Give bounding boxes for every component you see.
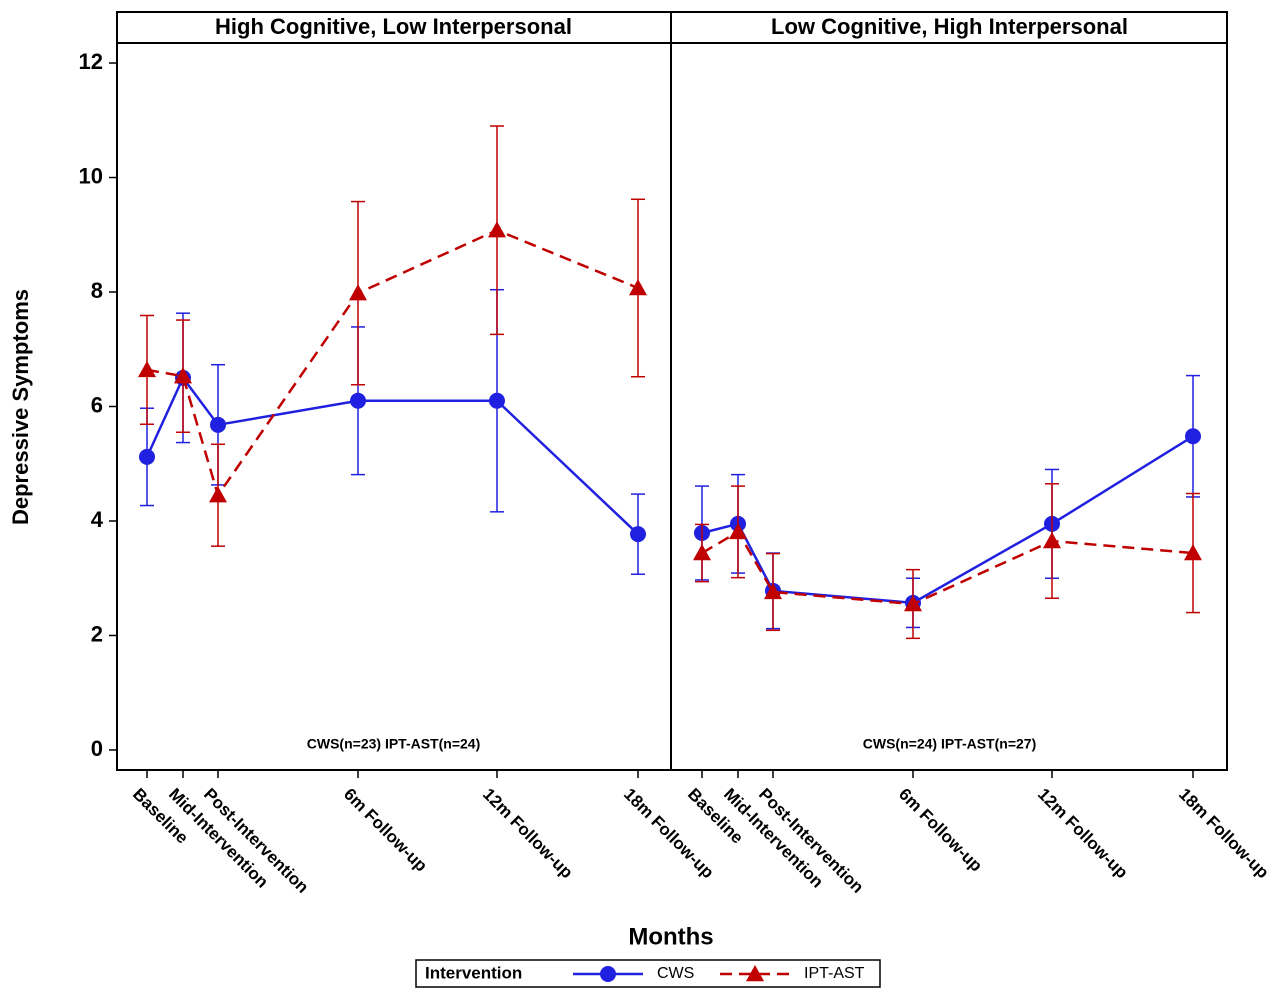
marker: [693, 544, 711, 561]
marker: [729, 522, 747, 540]
marker: [139, 448, 155, 465]
y-tick-label: 2: [91, 621, 103, 646]
marker: [488, 221, 506, 238]
y-tick-label: 4: [91, 507, 104, 532]
marker: [209, 486, 227, 503]
legend-marker: [746, 965, 764, 982]
y-tick-label: 6: [91, 392, 103, 417]
series-line: [701, 435, 1194, 605]
marker: [1043, 532, 1061, 549]
y-tick-label: 12: [79, 49, 103, 74]
legend-marker: [600, 966, 616, 982]
y-tick-label: 10: [79, 163, 103, 188]
x-tick-label: 12m Follow-up: [479, 785, 577, 883]
y-tick-label: 8: [91, 278, 103, 303]
legend-label: CWS: [657, 965, 694, 982]
x-tick-label: 12m Follow-up: [1034, 785, 1132, 883]
x-axis-label: Months: [628, 923, 713, 950]
legend-box: [415, 959, 881, 988]
marker: [1184, 544, 1202, 561]
marker: [904, 594, 922, 612]
marker: [629, 279, 647, 296]
marker: [350, 392, 366, 409]
y-tick-label: 0: [91, 736, 103, 761]
x-tick-label: 6m Follow-up: [895, 785, 986, 876]
legend-label: IPT-AST: [804, 965, 865, 982]
x-tick-label: 6m Follow-up: [340, 785, 431, 876]
marker: [1185, 428, 1201, 445]
annotation: CWS(n=23) IPT-AST(n=24): [307, 736, 480, 752]
annotation: CWS(n=24) IPT-AST(n=27): [863, 736, 1036, 752]
marker: [489, 392, 505, 409]
marker: [210, 416, 226, 433]
marker: [349, 284, 367, 301]
marker: [138, 360, 156, 378]
marker: [630, 526, 646, 543]
series-line: [146, 228, 639, 499]
marker: [764, 582, 782, 600]
y-axis-label: Depressive Symptoms: [8, 289, 33, 525]
marker: [174, 367, 192, 384]
legend-title: Intervention: [425, 963, 522, 982]
series-line: [145, 375, 639, 536]
series-line: [701, 530, 1194, 606]
panel-title: High Cognitive, Low Interpersonal: [215, 14, 572, 39]
panel-title: Low Cognitive, High Interpersonal: [771, 14, 1128, 39]
x-tick-label: 18m Follow-up: [1175, 785, 1273, 883]
